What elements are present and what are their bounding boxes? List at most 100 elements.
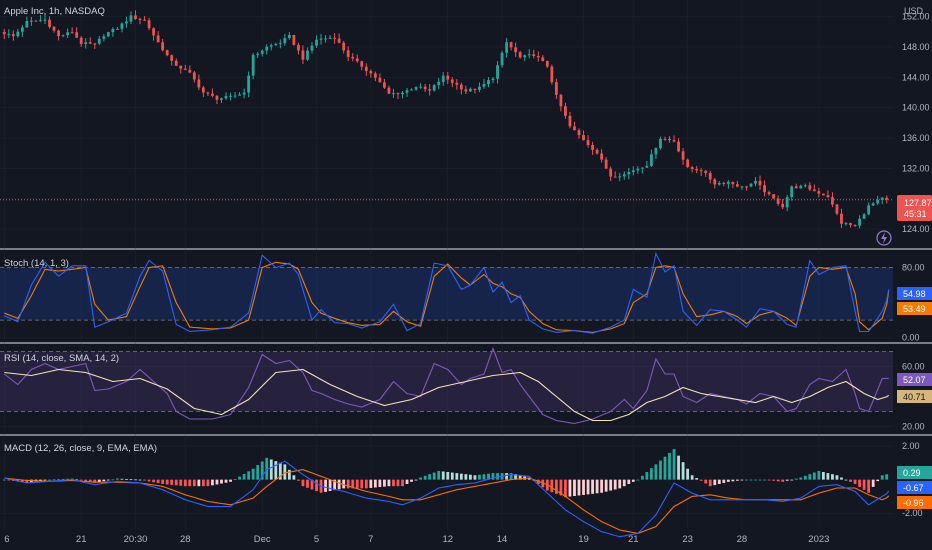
macd-hist-bar [763, 479, 766, 481]
x-tick-label: 2023 [808, 534, 829, 545]
candle-body [726, 181, 730, 184]
macd-hist-bar [604, 479, 608, 492]
candle-body [514, 47, 518, 53]
candle-body [844, 223, 848, 225]
candle-body [333, 37, 337, 39]
candle-body [500, 52, 504, 66]
candle-body [862, 214, 866, 219]
candle-body [473, 88, 477, 90]
macd-hist-bar [831, 474, 834, 480]
macd-hist-bar [269, 459, 273, 480]
macd-hist-bar [39, 479, 42, 481]
macd-hist-bar [364, 479, 368, 489]
candle-body [297, 44, 300, 51]
candle-body [360, 61, 364, 67]
candle-body [43, 19, 47, 21]
candle-body [591, 145, 594, 150]
macd-hist-bar [7, 479, 11, 481]
macd-hist-bar [835, 475, 839, 480]
candle-body [618, 176, 622, 178]
candle-body [704, 170, 708, 173]
candle-body [401, 92, 404, 95]
candle-body [794, 186, 798, 189]
stoch-d-badge [897, 302, 932, 315]
indicator-band [0, 267, 893, 321]
candle-body [509, 42, 513, 48]
x-tick-label: Dec [254, 534, 271, 545]
macd-hist-bar [428, 474, 432, 480]
macd-hist-bar [138, 479, 142, 481]
macd-hist-bar [134, 479, 137, 481]
macd-hist-bar [627, 479, 631, 485]
macd-hist-bar [650, 468, 653, 480]
macd-hist-bar [468, 474, 472, 480]
macd-hist-bar [206, 479, 210, 487]
candle-body [754, 180, 757, 184]
candle-body [274, 43, 278, 46]
candle-body [125, 21, 128, 24]
candle-body [523, 55, 527, 58]
candle-body [717, 182, 721, 185]
macd-hist-bar [672, 449, 676, 480]
macd-hist-bar [668, 452, 671, 480]
macd-hist-bar [713, 479, 717, 486]
macd-hist-label: 0.29 [903, 468, 921, 478]
macd-hist-bar [717, 479, 721, 485]
candle-body [849, 223, 852, 225]
candle-body [441, 75, 445, 82]
macd-hist-bar [306, 479, 309, 488]
candle-body [134, 15, 137, 19]
lightning-icon[interactable] [876, 230, 892, 246]
candle-body [609, 168, 613, 177]
macd-hist-bar [355, 479, 359, 489]
candle-body [554, 82, 558, 95]
candle-body [582, 134, 585, 141]
candle-body [378, 77, 382, 83]
candle-body [505, 42, 508, 53]
candle-body [20, 27, 24, 32]
macd-hist-bar [351, 479, 355, 489]
macd-hist-bar [645, 472, 649, 480]
candle-body [25, 21, 29, 28]
y-tick-label: 60.00 [902, 362, 925, 372]
candle-body [283, 38, 287, 44]
macd-hist-bar [197, 479, 201, 487]
macd-hist-bar [862, 479, 866, 490]
macd-hist-bar [708, 479, 712, 487]
candle-body [559, 94, 563, 107]
candle-body [57, 30, 60, 37]
macd-hist-bar [799, 477, 803, 480]
x-tick-label: 7 [368, 534, 373, 545]
candle-body [129, 15, 133, 22]
candle-body [527, 54, 531, 56]
macd-hist-bar [346, 479, 350, 489]
macd-hist-bar [183, 479, 187, 487]
candle-body [668, 138, 671, 141]
macd-hist-bar [224, 479, 228, 483]
candle-body [201, 87, 205, 93]
candle-body [251, 54, 255, 76]
candle-body [211, 93, 214, 96]
macd-hist-bar [220, 479, 223, 484]
candle-body [496, 65, 499, 79]
macd-hist-bar [156, 479, 160, 484]
macd-hist-bar [554, 479, 558, 494]
candle-body [604, 159, 608, 169]
candle-body [482, 83, 486, 87]
macd-hist-bar [591, 479, 594, 494]
macd-hist-bar [419, 477, 423, 480]
macd-hist-bar [192, 479, 196, 487]
macd-hist-badge [897, 466, 932, 479]
macd-hist-bar [559, 479, 563, 496]
x-tick-label: 23 [682, 534, 693, 545]
macd-hist-bar [455, 473, 459, 480]
candle-body [7, 34, 11, 36]
candle-body [686, 159, 690, 168]
candle-body [545, 60, 549, 67]
macd-hist-bar [704, 479, 708, 484]
macd-hist-bar [550, 479, 554, 493]
stoch-k-badge [897, 287, 932, 300]
x-tick-label: 14 [497, 534, 508, 545]
candle-body [106, 32, 110, 37]
